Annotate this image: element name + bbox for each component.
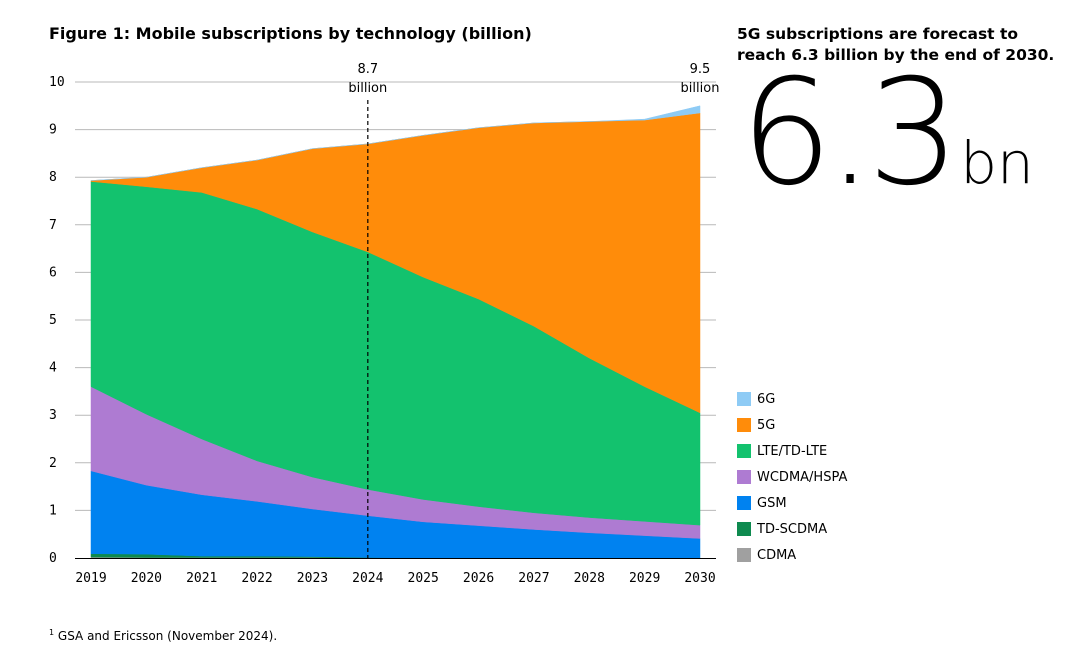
annotation-value: 8.7 <box>357 62 378 77</box>
legend-label: LTE/TD-LTE <box>757 443 828 459</box>
annotations: 8.7 billion 9.5 billion <box>348 62 719 558</box>
legend: 6G 5G LTE/TD-LTE WCDMA/HSPA GSM TD-SCDMA CDMA <box>737 386 847 568</box>
legend-swatch-lte-td-lte <box>737 444 751 458</box>
legend-label: 5G <box>757 417 776 433</box>
big-number: 6.3 bn <box>740 60 1034 206</box>
legend-label: WCDMA/HSPA <box>757 469 848 485</box>
y-tick-label: 10 <box>49 75 65 90</box>
x-tick-label: 2025 <box>408 571 439 586</box>
x-tick-label: 2023 <box>297 571 328 586</box>
legend-label: GSM <box>757 495 787 511</box>
y-tick-label: 9 <box>49 123 57 138</box>
legend-swatch-5g <box>737 418 751 432</box>
legend-item-wcdma-hspa: WCDMA/HSPA <box>737 464 847 490</box>
big-number-unit: bn <box>960 129 1034 197</box>
annotation-unit: billion <box>681 81 720 96</box>
legend-label: 6G <box>757 391 776 407</box>
x-tick-label: 2022 <box>241 571 272 586</box>
annotation-value: 9.5 <box>690 62 711 77</box>
legend-item-cdma: CDMA <box>737 542 847 568</box>
x-tick-label: 2027 <box>518 571 549 586</box>
stacked-area-chart: 0 1 2 3 4 5 6 7 8 9 10 2019 2020 2021 2022 2023 2024 2025… <box>49 62 719 586</box>
x-tick-label: 2024 <box>352 571 383 586</box>
side-heading: 5G subscriptions are forecast to reach 6… <box>737 25 1055 64</box>
footnote-marker: 1 <box>49 628 55 637</box>
legend-item-gsm: GSM <box>737 490 847 516</box>
y-tick-label: 4 <box>49 361 57 376</box>
y-tick-label: 5 <box>49 313 57 328</box>
legend-item-td-scdma: TD-SCDMA <box>737 516 847 542</box>
y-tick-label: 0 <box>49 551 57 566</box>
legend-item-lte-td-lte: LTE/TD-LTE <box>737 438 847 464</box>
y-tick-label: 3 <box>49 408 57 423</box>
footnote-text: GSA and Ericsson (November 2024). <box>54 629 278 643</box>
y-tick-label: 6 <box>49 265 57 280</box>
y-tick-label: 8 <box>49 170 57 185</box>
legend-swatch-wcdma-hspa <box>737 470 751 484</box>
y-tick-label: 1 <box>49 503 57 518</box>
area-series <box>90 105 701 559</box>
x-tick-label: 2030 <box>684 571 715 586</box>
y-tick-label: 2 <box>49 456 57 471</box>
legend-swatch-cdma <box>737 548 751 562</box>
annotation-unit: billion <box>348 81 387 96</box>
legend-label: TD-SCDMA <box>757 521 828 537</box>
legend-label: CDMA <box>757 547 797 563</box>
x-tick-label: 2028 <box>574 571 605 586</box>
footnote: 1 GSA and Ericsson (November 2024). <box>49 628 277 643</box>
y-tick-label: 7 <box>49 218 57 233</box>
x-tick-label: 2019 <box>75 571 106 586</box>
legend-item-6g: 6G <box>737 386 847 412</box>
legend-item-5g: 5G <box>737 412 847 438</box>
legend-swatch-td-scdma <box>737 522 751 536</box>
area-series-6g <box>90 105 701 181</box>
x-tick-label: 2020 <box>131 571 162 586</box>
legend-swatch-6g <box>737 392 751 406</box>
x-tick-label: 2021 <box>186 571 217 586</box>
big-number-value: 6.3 <box>740 48 960 218</box>
axes: 0 1 2 3 4 5 6 7 8 9 10 2019 2020 2021 2022 2023 2024 2025… <box>49 75 716 586</box>
x-tick-label: 2026 <box>463 571 494 586</box>
legend-swatch-gsm <box>737 496 751 510</box>
x-tick-label: 2029 <box>629 571 660 586</box>
chart-title: Figure 1: Mobile subscriptions by techno… <box>49 24 532 43</box>
